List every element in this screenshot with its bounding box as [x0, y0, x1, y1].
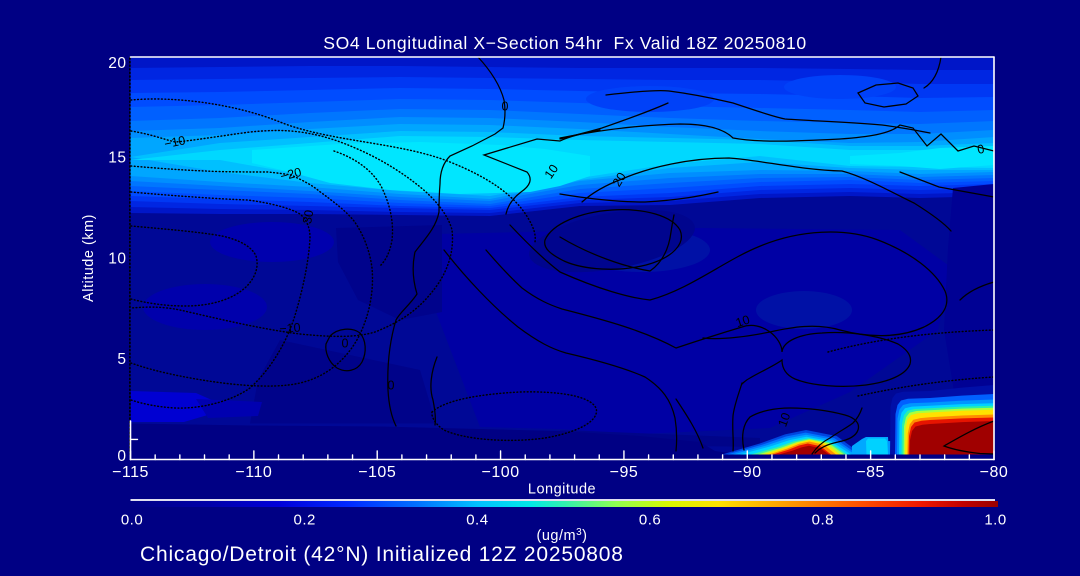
svg-text:−10: −10 [163, 133, 187, 151]
svg-text:−10: −10 [279, 321, 301, 336]
svg-text:−95: −95 [610, 464, 639, 481]
svg-text:Altitude (km): Altitude (km) [81, 214, 97, 302]
svg-text:−105: −105 [358, 464, 396, 481]
svg-text:10: 10 [542, 162, 561, 181]
svg-text:SO4 Longitudinal X−Section 54h: SO4 Longitudinal X−Section 54hr Fx Valid… [323, 33, 806, 53]
svg-text:Longitude: Longitude [528, 482, 596, 498]
svg-text:0: 0 [502, 99, 509, 113]
svg-text:−110: −110 [235, 464, 272, 481]
svg-text:20: 20 [610, 170, 629, 189]
svg-text:10: 10 [108, 250, 126, 267]
svg-text:0.8: 0.8 [812, 512, 834, 529]
svg-text:−90: −90 [733, 464, 762, 481]
svg-text:10: 10 [734, 313, 752, 331]
svg-text:−85: −85 [856, 464, 885, 481]
svg-text:0: 0 [388, 378, 395, 392]
svg-text:−100: −100 [482, 464, 520, 481]
svg-text:(ug/m3): (ug/m3) [537, 527, 588, 544]
svg-text:0: 0 [976, 142, 986, 157]
svg-text:−80: −80 [980, 464, 1009, 481]
svg-text:20: 20 [108, 55, 126, 72]
svg-text:0.6: 0.6 [639, 512, 661, 529]
svg-text:30: 30 [300, 209, 316, 225]
svg-text:−115: −115 [112, 464, 149, 481]
svg-text:0.0: 0.0 [121, 512, 143, 529]
svg-text:0.4: 0.4 [466, 512, 488, 529]
svg-text:0: 0 [117, 448, 126, 465]
svg-text:0: 0 [342, 336, 349, 350]
svg-text:1.0: 1.0 [984, 512, 1006, 529]
svg-text:0.2: 0.2 [294, 512, 316, 529]
svg-text:15: 15 [108, 150, 126, 167]
svg-text:−20: −20 [279, 165, 303, 184]
svg-text:5: 5 [117, 351, 126, 368]
svg-text:Chicago/Detroit (42°N) Initial: Chicago/Detroit (42°N) Initialized 12Z 2… [140, 543, 624, 566]
svg-text:10: 10 [775, 411, 793, 429]
